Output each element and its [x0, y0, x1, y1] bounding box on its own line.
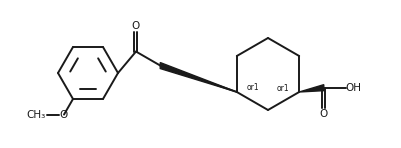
Polygon shape [298, 85, 323, 92]
Text: O: O [319, 109, 327, 119]
Polygon shape [160, 63, 236, 92]
Text: O: O [132, 21, 140, 30]
Text: or1: or1 [246, 83, 259, 92]
Text: or1: or1 [276, 83, 288, 92]
Text: OH: OH [345, 83, 361, 93]
Text: O: O [60, 110, 68, 120]
Text: CH₃: CH₃ [27, 110, 46, 120]
